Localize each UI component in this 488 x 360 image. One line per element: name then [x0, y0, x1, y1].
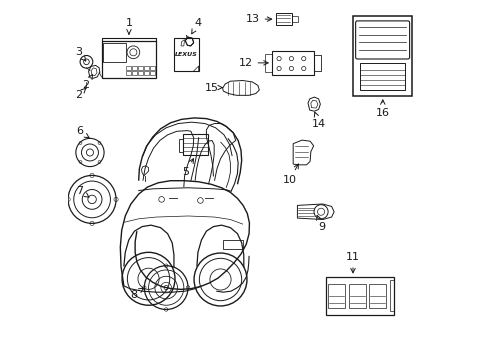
Bar	[150, 66, 155, 69]
Text: 7: 7	[76, 186, 89, 197]
Bar	[389, 280, 393, 311]
Bar	[271, 51, 313, 75]
Text: 5: 5	[182, 159, 193, 177]
Text: 9: 9	[316, 215, 325, 231]
Bar	[178, 139, 183, 152]
Bar	[222, 240, 243, 249]
Bar	[313, 55, 321, 71]
Bar	[183, 134, 208, 155]
Text: 1: 1	[125, 18, 132, 34]
Bar	[174, 38, 198, 71]
Text: 13: 13	[245, 14, 271, 24]
Text: 12: 12	[238, 58, 267, 68]
Text: 6: 6	[76, 126, 89, 138]
Bar	[102, 41, 156, 78]
Text: 11: 11	[346, 252, 359, 273]
Bar	[132, 66, 137, 69]
Bar	[126, 71, 131, 75]
Bar	[103, 44, 126, 62]
Text: 8: 8	[130, 288, 143, 300]
Bar	[138, 66, 142, 69]
Bar	[275, 13, 292, 25]
Text: 16: 16	[375, 100, 389, 118]
Bar	[328, 284, 345, 309]
Bar	[138, 71, 142, 75]
Text: 3: 3	[75, 47, 85, 61]
Bar	[292, 16, 297, 22]
Bar	[144, 66, 148, 69]
Bar	[325, 277, 394, 315]
Text: 15: 15	[204, 82, 222, 93]
Bar	[368, 284, 386, 309]
Bar	[150, 71, 155, 75]
Text: LEXUS: LEXUS	[175, 52, 197, 57]
Bar	[126, 66, 131, 69]
Text: 14: 14	[312, 112, 325, 129]
Text: 2: 2	[75, 88, 85, 100]
Bar	[352, 15, 411, 96]
Bar	[264, 54, 271, 72]
Text: 4: 4	[191, 18, 201, 34]
Bar	[348, 284, 365, 309]
Bar	[359, 63, 405, 90]
Text: 10: 10	[282, 164, 298, 185]
Bar	[144, 71, 148, 75]
Bar	[132, 71, 137, 75]
Text: 2: 2	[82, 75, 92, 90]
